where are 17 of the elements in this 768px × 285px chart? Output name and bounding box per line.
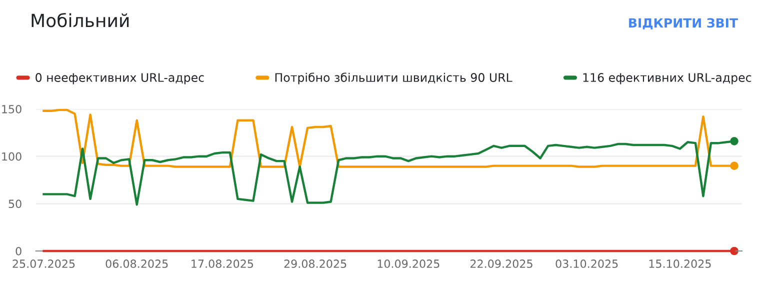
x-tick-label: 29.08.2025 [284,260,346,268]
x-tick-label: 06.08.2025 [106,260,168,268]
legend-label: 116 ефективних URL-адрес [583,73,752,84]
y-tick-label: 0 [16,246,22,256]
y-tick-label: 150 [2,104,22,114]
x-tick-label: 15.10.2025 [649,260,711,268]
x-tick-label: 22.09.2025 [470,260,532,268]
text: ВІДКРИТИ ЗВІТ [629,18,738,30]
legend-label: Потрібно збільшити швидкість 90 URL [275,72,512,84]
x-tick-label: 10.09.2025 [378,260,440,268]
x-tick-label: 17.08.2025 [192,260,254,268]
legend-label: 0 неефективних URL-адрес [36,73,204,84]
chart-title: Мобільний [32,12,129,28]
x-tick-label: 03.10.2025 [556,260,618,268]
y-tick-label: 50 [8,200,22,208]
y-tick-label: 100 [2,152,22,161]
x-tick-label: 25.07.2025 [12,260,75,268]
